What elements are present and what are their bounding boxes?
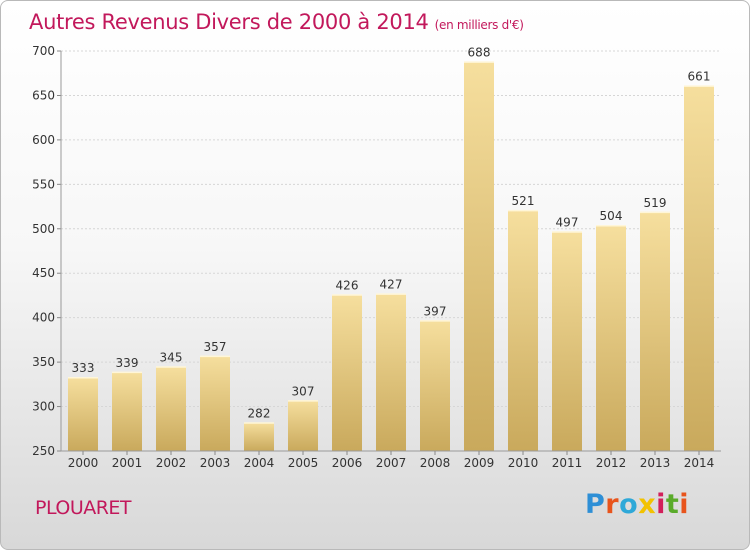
x-tick-label: 2003 <box>200 456 231 470</box>
logo-letter: P <box>585 489 606 520</box>
x-tick-label: 2008 <box>420 456 451 470</box>
bar <box>332 294 362 451</box>
data-label: 661 <box>688 70 711 84</box>
y-tick-label: 650 <box>32 88 55 102</box>
data-label: 497 <box>556 215 579 229</box>
logo-letter: i <box>656 489 666 520</box>
x-tick-label: 2011 <box>552 456 583 470</box>
bar <box>244 422 274 451</box>
bar <box>464 61 494 452</box>
y-tick-label: 550 <box>32 177 55 191</box>
y-tick-label: 700 <box>32 44 55 58</box>
x-tick-label: 2004 <box>244 456 275 470</box>
chart-title: Autres Revenus Divers de 2000 à 2014 (en … <box>29 10 524 34</box>
x-tick-label: 2012 <box>596 456 627 470</box>
bar <box>508 210 538 451</box>
data-label: 397 <box>424 304 447 318</box>
logo-letter: i <box>679 489 690 520</box>
x-tick-label: 2009 <box>464 456 495 470</box>
data-label: 339 <box>116 356 139 370</box>
data-label: 426 <box>336 279 359 293</box>
data-label: 307 <box>292 384 315 398</box>
data-label: 357 <box>204 340 227 354</box>
x-tick-label: 2006 <box>332 456 363 470</box>
bar <box>376 293 406 451</box>
chart-subtitle: (en milliers d'€) <box>434 18 524 32</box>
bar <box>288 400 318 451</box>
y-tick-label: 600 <box>32 133 55 147</box>
data-label: 688 <box>468 46 491 60</box>
bar <box>420 320 450 451</box>
bar <box>156 366 186 451</box>
logo-letter: o <box>619 489 639 520</box>
x-tick-label: 2010 <box>508 456 539 470</box>
x-tick-label: 2014 <box>684 456 715 470</box>
y-tick-label: 250 <box>32 444 55 458</box>
logo-letter: r <box>605 489 620 520</box>
data-label: 345 <box>160 351 183 365</box>
bar <box>684 85 714 452</box>
bar <box>552 231 582 451</box>
y-tick-label: 500 <box>32 222 55 236</box>
x-tick-label: 2002 <box>156 456 187 470</box>
bars: 333 339 345 357 282 307 426 427 397 688 521 497 504 5… <box>68 46 714 452</box>
bar <box>68 377 98 451</box>
chart-title-text: Autres Revenus Divers de 2000 à 2014 <box>29 10 429 34</box>
axes: 250 300 350 400 450 500 550 600 650 700 2000 2001 20… <box>32 44 721 470</box>
y-tick-label: 400 <box>32 311 55 325</box>
y-tick-label: 300 <box>32 400 55 414</box>
proxiti-logo: Proxiti <box>585 489 689 520</box>
bar <box>640 211 670 451</box>
data-label: 333 <box>72 361 95 375</box>
logo-letter: t <box>665 489 680 520</box>
x-tick-label: 2007 <box>376 456 407 470</box>
data-label: 521 <box>512 194 535 208</box>
x-tick-label: 2005 <box>288 456 319 470</box>
data-label: 504 <box>600 209 623 223</box>
bar <box>200 355 230 451</box>
x-tick-label: 2001 <box>112 456 143 470</box>
x-tick-label: 2013 <box>640 456 671 470</box>
bar <box>596 225 626 451</box>
y-tick-label: 450 <box>32 266 55 280</box>
data-label: 519 <box>644 196 667 210</box>
data-label: 282 <box>248 407 271 421</box>
bar <box>112 371 142 451</box>
x-tick-label: 2000 <box>68 456 99 470</box>
commune-name: PLOUARET <box>35 497 132 519</box>
logo-letter: x <box>638 489 657 520</box>
data-label: 427 <box>380 278 403 292</box>
y-tick-label: 350 <box>32 355 55 369</box>
